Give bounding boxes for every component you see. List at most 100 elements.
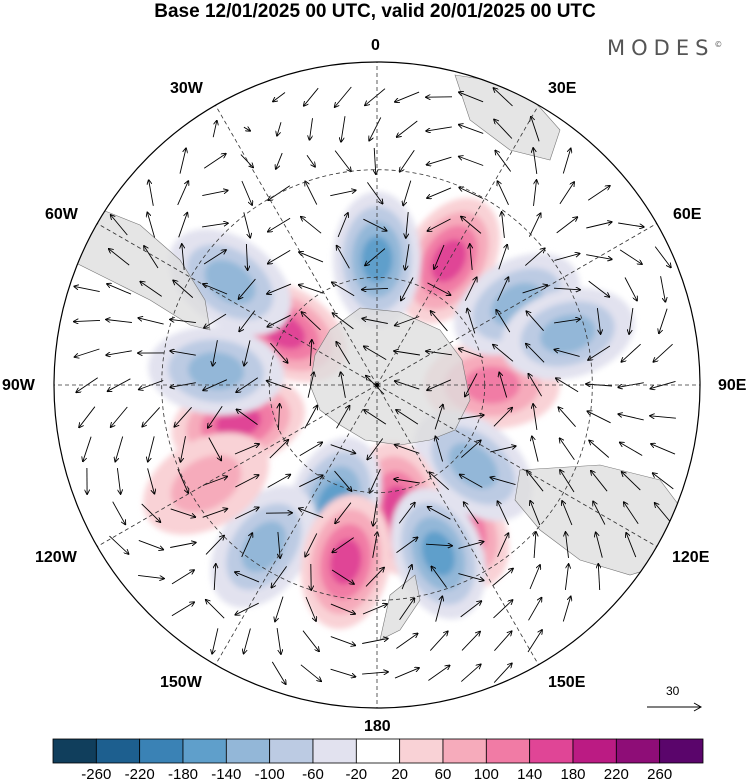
negative-anomaly-contour (540, 314, 596, 354)
wind-vector-arrow (626, 533, 637, 558)
colorbar-swatch (615, 738, 661, 764)
wind-vector-arrow (330, 444, 356, 454)
colorbar-swatch (182, 738, 227, 764)
wind-vector-arrow (304, 87, 319, 106)
wind-vector-arrow (526, 311, 544, 331)
pole-marker (375, 383, 379, 387)
wind-vector-arrow (492, 569, 513, 586)
meridian-line (376, 384, 539, 665)
wind-vector-arrow (591, 471, 608, 492)
wind-vector-arrow (142, 407, 161, 426)
wind-vector-arrow (460, 601, 482, 618)
wind-vector-arrow (202, 190, 227, 197)
wind-vector-arrow (237, 409, 258, 425)
wind-vector-arrow (470, 244, 472, 270)
wind-vector-arrow (111, 215, 128, 236)
wind-vector-arrow (394, 668, 419, 679)
colorbar-tick-label: -140 (211, 766, 242, 783)
wind-vector-arrow (239, 278, 256, 299)
wind-vector-arrow (398, 503, 415, 524)
wind-vector-arrow (334, 150, 351, 172)
wind-vector-arrow (212, 628, 219, 653)
wind-vector-arrow (235, 572, 260, 583)
wind-vector-arrow (401, 565, 412, 590)
wind-vector-arrow (527, 630, 542, 653)
wind-vector-arrow (428, 218, 451, 231)
wind-vector-arrow (362, 639, 388, 644)
wind-vector-arrow (246, 243, 247, 270)
colorbar-tick-label: 260 (647, 766, 673, 783)
colorbar-tick-label: 20 (391, 766, 409, 783)
colorbar-swatch (95, 738, 141, 764)
wind-vector-arrow (301, 217, 322, 234)
colorbar-tick-label: -20 (345, 766, 368, 783)
wind-vector-arrow (493, 345, 514, 362)
wind-vector-arrow (171, 570, 194, 585)
wind-vector-arrow (240, 154, 253, 168)
wind-vector-arrow (278, 531, 280, 558)
wind-vector-arrow (461, 440, 480, 458)
wind-vector-arrow (426, 126, 452, 131)
brand-name: MODES (607, 36, 715, 60)
wind-vector-arrow (364, 346, 387, 360)
colorbar-swatch (269, 738, 314, 764)
wind-vector-arrow (461, 632, 480, 651)
wind-vector-arrow (302, 312, 321, 331)
wind-vector-arrow (426, 351, 452, 356)
wind-vector-arrow (299, 475, 322, 488)
colorbar-swatch (139, 738, 184, 764)
wind-vector-arrow (336, 406, 350, 429)
wind-vector-arrow (170, 382, 196, 388)
wind-vector-arrow (562, 149, 570, 174)
wind-vector-arrow (496, 310, 511, 333)
wind-vector-arrow (434, 405, 443, 430)
wind-vector-arrow (277, 122, 282, 135)
lon-label-150w: 150W (160, 674, 202, 691)
wind-vector-arrow (495, 151, 512, 172)
lon-label-150e: 150E (548, 674, 586, 691)
wind-vector-arrow (428, 507, 451, 520)
wind-vector-arrow (203, 284, 228, 295)
wind-vector-arrow (459, 157, 484, 166)
wind-vector-arrow (74, 320, 101, 321)
wind-vector-arrow (490, 446, 515, 453)
wind-vector-arrow (464, 502, 479, 525)
wind-vector-arrow (362, 604, 387, 615)
lon-label-120e: 120E (672, 549, 710, 566)
wind-vector-arrow (596, 308, 600, 334)
wind-vector-arrow (271, 566, 287, 587)
wind-vector-arrow (243, 127, 250, 131)
wind-vector-arrow (459, 349, 484, 358)
wind-vector-arrow (299, 252, 324, 263)
wind-vector-arrow (553, 288, 580, 290)
wind-vector-arrow (659, 308, 668, 334)
wind-vector-arrow (334, 470, 352, 491)
wind-vector-arrow (431, 567, 447, 588)
wind-vector-arrow (655, 503, 672, 524)
wind-vector-arrow (75, 348, 100, 357)
wind-vector-arrow (147, 213, 156, 238)
wind-vector-arrow (427, 156, 452, 165)
colorbar-swatch (312, 738, 357, 764)
wind-vector-arrow (333, 313, 354, 330)
wind-vector-arrow (106, 320, 132, 323)
wind-vector-arrow (202, 223, 228, 228)
wind-vector-arrow (372, 532, 378, 558)
wind-vector-arrow (619, 249, 642, 264)
wind-vector-arrow (556, 217, 578, 234)
wind-vector-arrow (400, 150, 415, 171)
new-zealand-landmass (379, 574, 421, 641)
wind-vector-arrow (598, 564, 599, 591)
wind-vector-arrow (270, 342, 287, 363)
brand-mark: © (714, 40, 723, 49)
wind-vector-arrow (173, 280, 194, 298)
wind-vector-arrow (330, 190, 355, 197)
wind-vector-arrow (171, 602, 194, 617)
colorbar-swatch (442, 738, 487, 764)
wind-vector-arrow (115, 436, 124, 462)
wind-vector-arrow (554, 319, 580, 324)
wind-vector-arrow (239, 310, 256, 332)
wind-vector-arrow (586, 222, 611, 229)
wind-vector-arrow (564, 564, 568, 590)
wind-vector-arrow (138, 318, 164, 325)
